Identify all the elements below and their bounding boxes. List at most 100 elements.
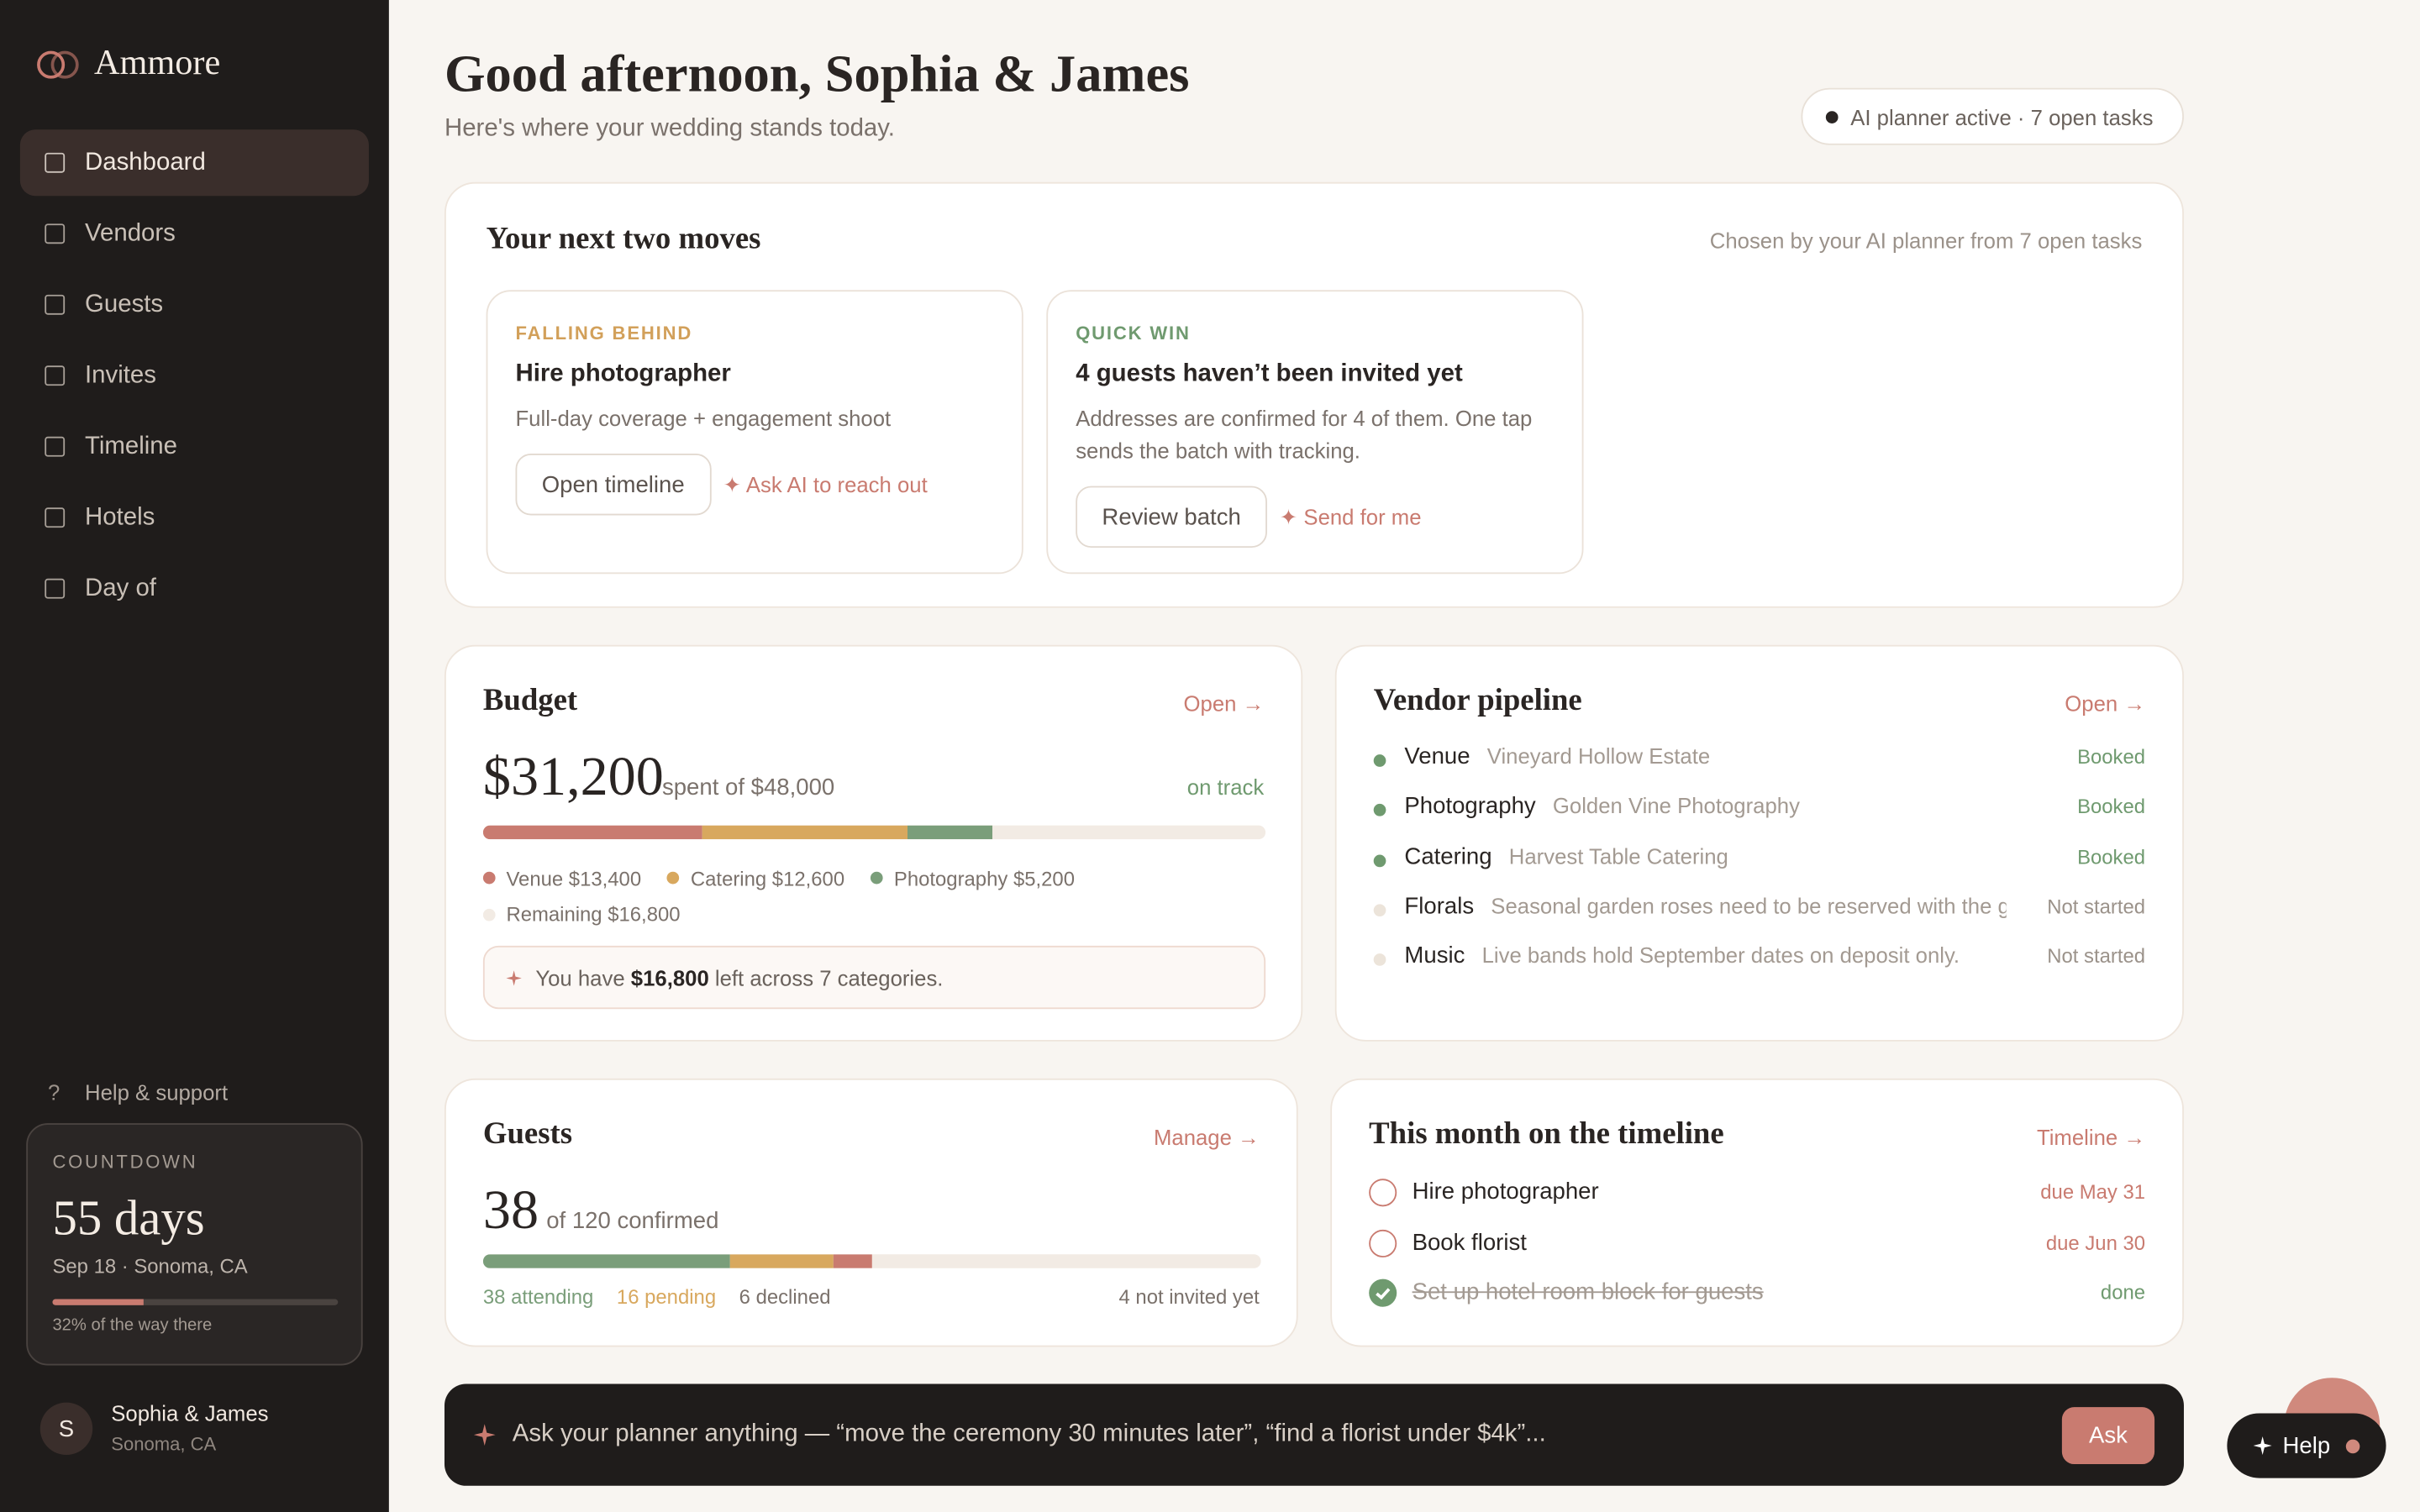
card-title: Guests bbox=[482, 1116, 573, 1152]
legend-item: Photography $5,200 bbox=[871, 860, 1075, 895]
legend-dot bbox=[871, 871, 884, 885]
status-text: AI planner active · 7 open tasks bbox=[1850, 103, 2154, 129]
legend-label: Catering $12,600 bbox=[690, 866, 845, 890]
task-name: Book florist bbox=[1412, 1228, 1527, 1256]
vendor-dot bbox=[1373, 853, 1386, 867]
sparkle-icon bbox=[473, 1424, 496, 1446]
help-link[interactable]: Help & support bbox=[85, 1079, 229, 1105]
card-link[interactable]: Timeline → bbox=[2036, 1124, 2146, 1150]
page-title: Good afternoon, Sophia & James bbox=[444, 46, 1190, 104]
status-dot bbox=[1825, 110, 1839, 123]
move-body: Full-day coverage + engagement shoot bbox=[515, 406, 892, 431]
task-due: done bbox=[2100, 1280, 2146, 1305]
card-link[interactable]: Open → bbox=[2065, 690, 2146, 717]
card-title: Budget bbox=[482, 683, 578, 718]
nav-item[interactable]: Guests bbox=[20, 271, 369, 338]
nav-label: Invites bbox=[85, 361, 156, 388]
legend-label: Photography $5,200 bbox=[893, 866, 1075, 890]
ask-input[interactable]: Ask your planner anything — “move the ce… bbox=[512, 1420, 1546, 1447]
avatar: S bbox=[39, 1402, 93, 1456]
vendor-detail: Vineyard Hollow Estate bbox=[1486, 743, 1711, 769]
user-name: Sophia & James bbox=[111, 1400, 269, 1426]
countdown-label: COUNTDOWN bbox=[52, 1151, 198, 1173]
brand: Ammore bbox=[94, 43, 221, 82]
move-button[interactable]: Review batch bbox=[1076, 486, 1268, 549]
countdown-place: Sep 18 · Sonoma, CA bbox=[52, 1254, 248, 1278]
help-icon: ? bbox=[47, 1079, 60, 1105]
nav-icon bbox=[45, 507, 66, 528]
move-button[interactable]: Open timeline bbox=[515, 453, 711, 516]
move-tag: FALLING BEHIND bbox=[515, 322, 693, 344]
nav-label: Dashboard bbox=[85, 149, 206, 176]
legend-label: 6 declined bbox=[739, 1284, 831, 1309]
vendor-dot bbox=[1373, 904, 1386, 916]
vendor-status: Not started bbox=[2047, 895, 2146, 918]
ask-button[interactable]: Ask bbox=[2061, 1407, 2155, 1465]
card-link[interactable]: Open → bbox=[1183, 690, 1265, 717]
countdown-track bbox=[52, 1299, 339, 1305]
logo bbox=[37, 50, 79, 79]
legend-dot bbox=[667, 871, 681, 885]
vendor-name: Catering bbox=[1404, 843, 1492, 870]
nav-item[interactable]: Hotels bbox=[20, 485, 369, 551]
move-actions: Open timeline ✦ Ask AI to reach out bbox=[515, 453, 928, 516]
vendor-dot bbox=[1373, 804, 1386, 817]
nav-icon bbox=[45, 365, 66, 386]
move-title: 4 guests haven’t been invited yet bbox=[1076, 360, 1463, 388]
vendor-detail: Live bands hold September dates on depos… bbox=[1481, 942, 1960, 968]
timeline-card: This month on the timeline Timeline → Hi… bbox=[1330, 1078, 2184, 1347]
vendor-detail: Seasonal garden roses need to be reserve… bbox=[1491, 893, 2007, 918]
vendor-dot bbox=[1373, 754, 1386, 767]
help-button-label: Help bbox=[2282, 1432, 2331, 1459]
move-actions: Review batch ✦ Send for me bbox=[1076, 486, 1422, 549]
task-check[interactable] bbox=[1369, 1179, 1397, 1207]
legend-item: Venue $13,400 bbox=[482, 860, 642, 895]
not-invited: 4 not invited yet bbox=[1118, 1284, 1260, 1309]
vendor-detail: Harvest Table Catering bbox=[1508, 843, 1728, 869]
guest-bar bbox=[482, 1254, 1261, 1268]
card-link[interactable]: Manage → bbox=[1153, 1124, 1260, 1150]
task-check[interactable] bbox=[1369, 1278, 1397, 1307]
nav-item[interactable]: Invites bbox=[20, 343, 369, 409]
card-title: Vendor pipeline bbox=[1373, 683, 1582, 718]
budget-tip: You have $16,800 left across 7 categorie… bbox=[482, 945, 1266, 1010]
move-body: Addresses are confirmed for 4 of them. O… bbox=[1076, 406, 1533, 464]
vendor-name: Florals bbox=[1404, 893, 1475, 920]
legend-item: Remaining $16,800 bbox=[482, 896, 681, 932]
budget-card: Budget Open → $31,200 spent of $48,000 o… bbox=[444, 644, 1303, 1042]
move-ai-action[interactable]: ✦ Ask AI to reach out bbox=[723, 471, 928, 496]
nav-item[interactable]: Dashboard bbox=[19, 129, 369, 197]
help-button[interactable]: Help bbox=[2227, 1413, 2386, 1478]
vendor-name: Music bbox=[1404, 942, 1465, 969]
vendor-row: Music Live bands hold September dates on … bbox=[1404, 943, 2006, 971]
legend-label: 38 attending bbox=[482, 1284, 594, 1309]
task-name: Set up hotel room block for guests bbox=[1412, 1278, 1764, 1305]
budget-of: spent of $48,000 bbox=[661, 774, 835, 801]
notify-dot bbox=[2345, 1438, 2360, 1453]
nav-icon bbox=[45, 578, 66, 599]
vendor-status: Booked bbox=[2077, 745, 2146, 769]
card-title: This month on the timeline bbox=[1369, 1116, 1724, 1152]
nav-item[interactable]: Day of bbox=[20, 555, 369, 622]
move-title: Hire photographer bbox=[515, 360, 731, 388]
nav-icon bbox=[45, 436, 66, 457]
move-card: FALLING BEHIND Hire photographer Full-day … bbox=[486, 290, 1023, 575]
nav-item[interactable]: Vendors bbox=[20, 201, 369, 267]
countdown-progress bbox=[52, 1299, 145, 1305]
nav-label: Vendors bbox=[85, 219, 176, 246]
nav-item[interactable]: Timeline bbox=[20, 413, 369, 480]
bar-segment bbox=[482, 1254, 730, 1268]
task-due: due May 31 bbox=[2040, 1180, 2146, 1204]
legend-dot bbox=[482, 871, 496, 885]
nav-label: Timeline bbox=[85, 433, 177, 459]
nav-label: Hotels bbox=[85, 503, 155, 530]
legend-label: Venue $13,400 bbox=[506, 866, 642, 890]
move-ai-action[interactable]: ✦ Send for me bbox=[1279, 503, 1422, 529]
vendor-card: Vendor pipeline Open → Venue Vineyard Hol… bbox=[1334, 644, 2184, 1042]
status-pill: AI planner active · 7 open tasks bbox=[1801, 87, 2184, 145]
guests-card: Guests Manage → 38 of 120 confirmed 38 a… bbox=[444, 1078, 1298, 1347]
card-title: Your next two moves bbox=[486, 222, 761, 256]
legend-item: Catering $12,600 bbox=[667, 860, 844, 895]
vendor-row: Photography Golden Vine Photography bbox=[1404, 794, 2006, 822]
task-check[interactable] bbox=[1369, 1228, 1397, 1257]
